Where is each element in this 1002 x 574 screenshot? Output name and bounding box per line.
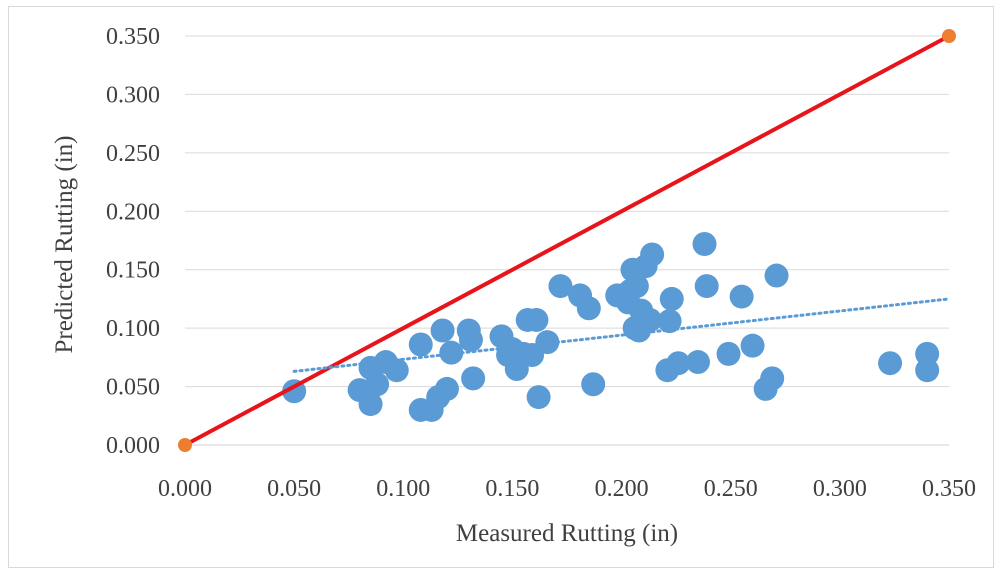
- reference-lines: [178, 29, 956, 452]
- data-points: [282, 232, 940, 422]
- y-tick-labels: 0.000 0.050 0.100 0.150 0.200 0.250 0.300 0.350: [106, 24, 160, 459]
- data-point: [408, 332, 433, 357]
- data-point: [657, 309, 682, 334]
- y-tick-label: 0.250: [106, 141, 160, 167]
- y-tick-label: 0.000: [106, 433, 160, 459]
- data-point: [716, 341, 741, 366]
- equality-endpoint: [178, 438, 192, 452]
- x-tick-labels: 0.000 0.050 0.100 0.150 0.200 0.250 0.300 0.350: [158, 476, 976, 502]
- x-tick-label: 0.350: [922, 476, 976, 502]
- y-tick-label: 0.300: [106, 82, 160, 108]
- x-tick-label: 0.250: [704, 476, 758, 502]
- data-point: [740, 333, 765, 358]
- data-point: [624, 274, 649, 299]
- gridlines: [185, 35, 949, 388]
- x-tick-label: 0.150: [485, 476, 539, 502]
- y-tick-label: 0.200: [106, 199, 160, 225]
- data-point: [659, 286, 684, 311]
- data-point: [729, 284, 754, 309]
- data-point: [358, 392, 383, 417]
- data-point: [764, 263, 789, 288]
- data-point: [666, 351, 691, 376]
- data-point: [524, 307, 549, 332]
- x-axis-label: Measured Rutting (in): [456, 520, 678, 547]
- data-point: [458, 327, 483, 352]
- data-point: [434, 376, 459, 401]
- x-tick-label: 0.000: [158, 476, 212, 502]
- y-tick-label: 0.350: [106, 24, 160, 50]
- x-tick-label: 0.050: [267, 476, 321, 502]
- data-point: [430, 318, 455, 343]
- x-tick-label: 0.200: [595, 476, 649, 502]
- x-tick-label: 0.300: [813, 476, 867, 502]
- data-point: [878, 351, 903, 376]
- data-point: [694, 274, 719, 299]
- data-point: [581, 372, 606, 397]
- trendline: [292, 297, 951, 373]
- data-point: [637, 307, 662, 332]
- y-axis-label: Predicted Rutting (in): [51, 135, 78, 353]
- data-point: [548, 274, 573, 299]
- data-point: [365, 372, 390, 397]
- data-point: [685, 350, 710, 375]
- y-tick-label: 0.050: [106, 375, 160, 401]
- y-tick-label: 0.100: [106, 316, 160, 342]
- data-point: [526, 385, 551, 410]
- equality-endpoint: [942, 29, 956, 43]
- data-point: [760, 366, 785, 391]
- data-point: [384, 358, 409, 383]
- data-point: [915, 358, 940, 383]
- x-tick-label: 0.100: [376, 476, 430, 502]
- data-point: [640, 242, 665, 267]
- data-point: [576, 296, 601, 321]
- equality-line: [184, 34, 950, 447]
- data-point: [692, 232, 717, 257]
- y-tick-label: 0.150: [106, 258, 160, 284]
- data-point: [461, 366, 486, 391]
